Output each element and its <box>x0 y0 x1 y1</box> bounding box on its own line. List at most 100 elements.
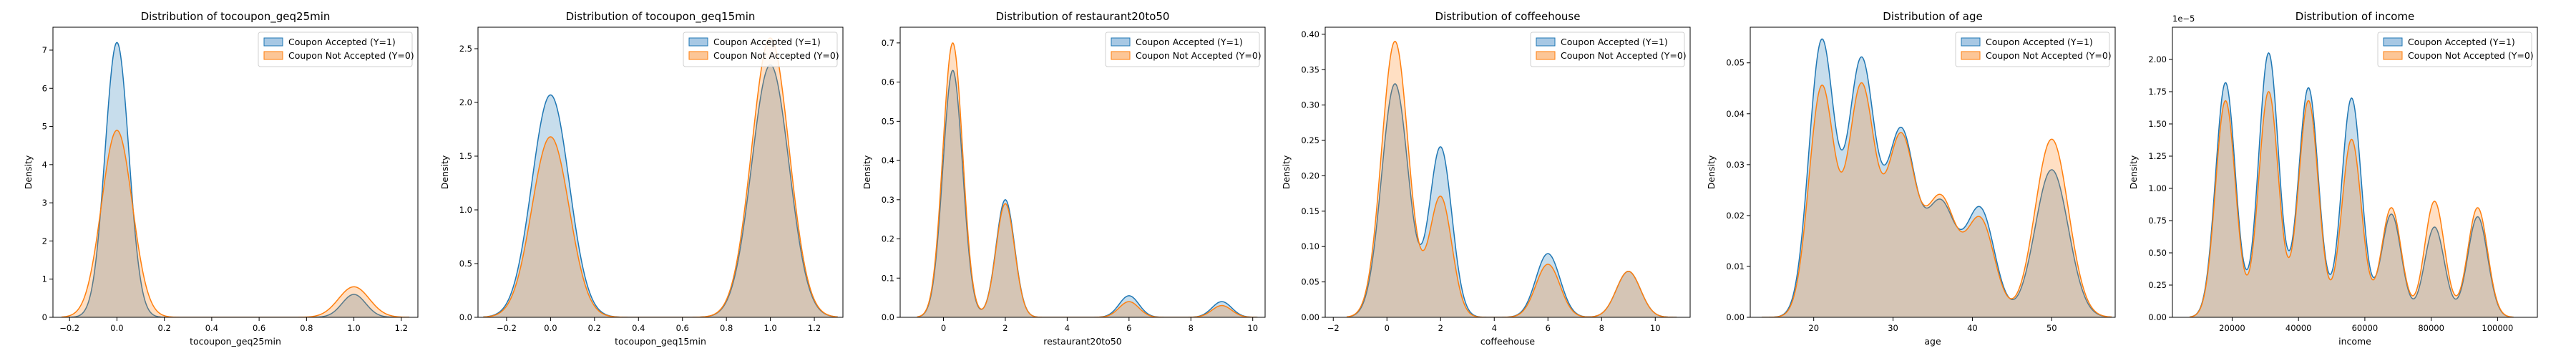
y-tick-label: 0.05 <box>1301 277 1319 287</box>
y-tick-label: 0.0 <box>882 312 894 322</box>
legend-label-accepted: Coupon Accepted (Y=1) <box>2408 37 2515 47</box>
legend-swatch-not-accepted <box>2383 51 2403 60</box>
legend-label-accepted: Coupon Accepted (Y=1) <box>1986 37 2093 47</box>
density-area-accepted <box>2190 52 2514 317</box>
x-tick-label: 2 <box>1438 323 1443 333</box>
chart-title: Distribution of income <box>2296 10 2414 23</box>
y-tick-label: 0.02 <box>1726 211 1745 221</box>
legend-swatch-accepted <box>1961 37 1981 47</box>
legend-label-not-accepted: Coupon Not Accepted (Y=0) <box>713 50 839 61</box>
legend-label-accepted: Coupon Accepted (Y=1) <box>1561 37 1668 47</box>
y-tick-label: 4 <box>42 160 47 170</box>
legend-swatch-not-accepted <box>263 51 283 60</box>
x-tick-label: 20 <box>1808 323 1819 333</box>
plot-area <box>1346 40 1677 317</box>
legend: Coupon Accepted (Y=1) Coupon Not Accepted… <box>1530 32 1687 67</box>
axes-frame <box>477 27 844 318</box>
legend-label-accepted: Coupon Accepted (Y=1) <box>1136 37 1243 47</box>
y-tick-label: 1.5 <box>459 151 472 161</box>
axes-frame <box>1750 27 2116 318</box>
y-tick-label: 1.25 <box>2148 151 2167 161</box>
x-tick-label: 0 <box>1385 323 1390 333</box>
density-line-accepted <box>1761 38 2112 317</box>
y-tick-label: 0.1 <box>882 273 894 283</box>
legend-label-accepted: Coupon Accepted (Y=1) <box>288 37 396 47</box>
y-tick-label: 3 <box>42 198 47 208</box>
density-line-not-accepted <box>1761 82 2112 317</box>
legend-label-not-accepted: Coupon Not Accepted (Y=0) <box>2408 50 2534 61</box>
density-area-not-accepted <box>483 38 838 317</box>
x-tick-label: 10 <box>1247 323 1258 333</box>
legend-box <box>1105 32 1260 67</box>
legend-swatch-not-accepted <box>1961 51 1981 60</box>
y-offset-text: 1e−5 <box>2172 14 2195 24</box>
y-tick-label: 7 <box>42 45 47 55</box>
y-tick-label: 0.7 <box>882 38 894 48</box>
legend-label-not-accepted: Coupon Not Accepted (Y=0) <box>288 50 414 61</box>
x-axis-label: age <box>1924 336 1941 347</box>
legend-label-not-accepted: Coupon Not Accepted (Y=0) <box>1136 50 1262 61</box>
y-axis-label: Density <box>2128 155 2139 189</box>
y-tick-label: 0.30 <box>1301 100 1319 110</box>
y-tick-label: 0.6 <box>882 77 894 87</box>
x-tick-label: 1.0 <box>763 323 776 333</box>
x-tick-label: 80000 <box>2418 323 2444 333</box>
density-area-accepted <box>61 42 410 317</box>
legend-label-accepted: Coupon Accepted (Y=1) <box>713 37 821 47</box>
legend: Coupon Accepted (Y=1) Coupon Not Accepted… <box>2377 32 2534 67</box>
y-axis-label: Density <box>1706 155 1717 189</box>
chart-title: Distribution of tocoupon_geq15min <box>566 10 756 24</box>
plot-area <box>61 42 410 317</box>
x-tick-label: −0.2 <box>497 323 517 333</box>
x-axis-label: tocoupon_geq15min <box>615 336 706 347</box>
y-tick-label: 0.5 <box>882 116 894 126</box>
y-tick-label: 0.00 <box>1726 312 1745 322</box>
y-axis-label: Density <box>439 155 450 189</box>
y-tick-label: 0.00 <box>2148 312 2167 322</box>
chart-panel-5: 20 30 40 50 0.00 0.01 0.02 0.03 0.04 0.05 Distribu… <box>1706 10 2116 347</box>
x-tick-label: 100000 <box>2482 323 2513 333</box>
density-area-not-accepted <box>1347 41 1677 317</box>
y-tick-label: 0.15 <box>1301 206 1319 216</box>
x-axis-label: coffeehouse <box>1480 336 1536 347</box>
y-tick-label: 5 <box>42 122 47 132</box>
x-tick-label: 60000 <box>2352 323 2379 333</box>
y-tick-label: 1 <box>42 274 47 284</box>
axes-frame <box>2172 27 2538 318</box>
y-tick-label: 0.04 <box>1726 109 1745 119</box>
density-area-not-accepted <box>2190 91 2514 317</box>
y-tick-label: 1.0 <box>459 205 472 215</box>
y-tick-label: 0 <box>42 312 47 322</box>
x-tick-label: −0.2 <box>59 323 79 333</box>
density-line-not-accepted <box>1346 40 1677 317</box>
x-tick-label: 0.2 <box>588 323 601 333</box>
y-tick-label: 0.4 <box>882 155 894 165</box>
plot-area <box>2190 52 2514 317</box>
legend: Coupon Accepted (Y=1) Coupon Not Accepted… <box>1955 32 2112 67</box>
x-tick-label: 6 <box>1546 323 1551 333</box>
y-tick-label: 0.40 <box>1301 29 1319 39</box>
chart-title: Distribution of restaurant20to50 <box>996 10 1170 23</box>
density-line-not-accepted <box>61 130 410 317</box>
x-tick-label: 0.8 <box>720 323 733 333</box>
y-tick-label: 2.5 <box>459 44 472 54</box>
y-tick-label: 0.20 <box>1301 170 1319 180</box>
chart-panel-2: −0.2 0.0 0.2 0.4 0.6 0.8 1.0 1.2 0.0 0.5 1.0 1.5 2.0… <box>439 10 844 347</box>
density-line-accepted <box>2190 52 2514 317</box>
chart-title: Distribution of coffeehouse <box>1435 10 1581 23</box>
y-tick-label: 0.25 <box>2148 280 2167 290</box>
x-tick-label: 0.6 <box>253 323 265 333</box>
legend-box <box>683 32 838 67</box>
y-tick-label: 0.03 <box>1726 160 1745 170</box>
x-tick-label: 1.0 <box>347 323 360 333</box>
x-tick-label: 6 <box>1126 323 1131 333</box>
y-tick-label: 0.25 <box>1301 135 1319 145</box>
density-area-accepted <box>917 70 1258 317</box>
density-line-accepted <box>483 64 838 317</box>
legend: Coupon Accepted (Y=1) Coupon Not Accepted… <box>683 32 839 67</box>
density-area-accepted <box>483 64 838 317</box>
y-tick-label: 2.00 <box>2148 54 2167 64</box>
x-tick-label: 0.4 <box>205 323 218 333</box>
y-tick-label: 1.00 <box>2148 183 2167 193</box>
y-tick-label: 0.2 <box>882 234 894 244</box>
